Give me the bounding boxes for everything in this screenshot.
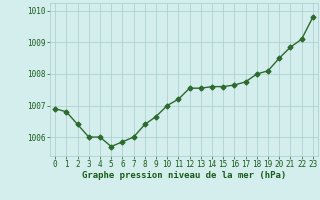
X-axis label: Graphe pression niveau de la mer (hPa): Graphe pression niveau de la mer (hPa): [82, 171, 286, 180]
